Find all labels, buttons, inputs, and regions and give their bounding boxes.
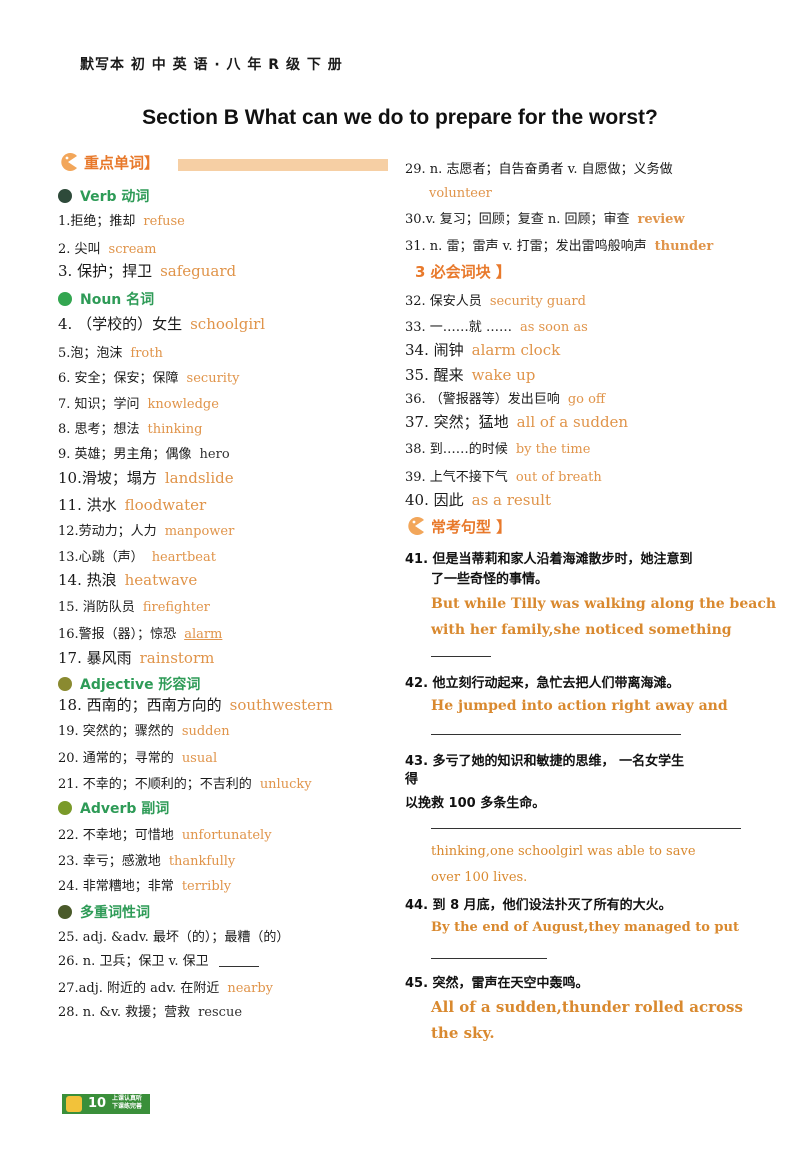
- word-row: 23. 幸亏；感激地 thankfully: [58, 854, 236, 869]
- word-row: 10.滑坡；塌方 landslide: [58, 469, 234, 487]
- word-row: 5.泡；泡沫 froth: [58, 346, 163, 361]
- sentence-answer: with her family,she noticed something: [431, 622, 732, 638]
- word-row: 29. n. 志愿者；自告奋勇者 v. 自愿做；义务做: [405, 162, 673, 177]
- blank-line: [431, 828, 741, 829]
- sentence-answer: the sky.: [431, 1024, 495, 1042]
- word-row: 2. 尖叫 scream: [58, 242, 157, 257]
- category-adjective: Adjective 形容词: [58, 674, 200, 694]
- word-row: 22. 不幸地；可惜地 unfortunately: [58, 828, 272, 843]
- word-row: 8. 思考；想法 thinking: [58, 422, 203, 437]
- sentence-question-cont: 以挽救 100 多条生命。: [405, 796, 546, 811]
- bullet-icon: [58, 801, 72, 815]
- word-row: 4. （学校的）女生 schoolgirl: [58, 315, 266, 333]
- pacman-icon: [405, 517, 425, 535]
- phrase-row: 36. （警报器等）发出巨响 go off: [405, 392, 606, 407]
- word-row: 17. 暴风雨 rainstorm: [58, 649, 215, 667]
- word-row: 21. 不幸的；不顺利的；不吉利的 unlucky: [58, 777, 312, 792]
- word-row: 9. 英雄；男主角；偶像 hero: [58, 447, 230, 462]
- word-row: 1.拒绝；推却 refuse: [58, 214, 185, 229]
- phrase-row: 39. 上气不接下气 out of breath: [405, 470, 602, 485]
- sentence-question: 44. 到 8 月底，他们设法扑灭了所有的大火。: [405, 898, 672, 913]
- section-bar: [178, 159, 388, 171]
- category-adverb: Adverb 副词: [58, 798, 169, 818]
- word-row: 30.v. 复习；回顾；复查 n. 回顾；审查 review: [405, 212, 685, 227]
- word-row: volunteer: [429, 186, 492, 201]
- bullet-icon: [58, 292, 72, 306]
- sentence-question: 45. 突然，雷声在天空中轰鸣。: [405, 976, 589, 991]
- blank-line: [218, 966, 259, 967]
- phrase-row: 35. 醒来 wake up: [405, 366, 536, 384]
- section-sentences: 常考句型 】: [405, 516, 511, 537]
- sentence-question: 42. 他立刻行动起来，急忙去把人们带离海滩。: [405, 676, 680, 691]
- bullet-icon: [58, 189, 72, 203]
- book-header: 默写本 初 中 英 语 · 八 年 R 级 下 册: [80, 57, 343, 73]
- section-key-words: 重点单词】: [58, 152, 388, 173]
- phrase-row: 32. 保安人员 security guard: [405, 294, 586, 309]
- footer-caption: 上课认真听 下课练完善: [112, 1095, 143, 1110]
- word-row: 26. n. 卫兵；保卫 v. 保卫: [58, 950, 259, 969]
- blank-line: [431, 958, 547, 959]
- sentence-answer: But while Tilly was walking along the be…: [431, 596, 777, 612]
- phrase-row: 40. 因此 as a result: [405, 491, 551, 509]
- word-row: 13.心跳（声） heartbeat: [58, 550, 216, 565]
- bullet-icon: [58, 905, 72, 919]
- phrase-row: 34. 闹钟 alarm clock: [405, 341, 561, 359]
- word-row: 12.劳动力；人力 manpower: [58, 524, 235, 539]
- sentence-question-cont: 了一些奇怪的事情。: [431, 572, 549, 587]
- sentence-question-cont: 得: [405, 772, 419, 787]
- sentence-answer: All of a sudden,thunder rolled across: [431, 998, 743, 1016]
- phrase-row: 37. 突然；猛地 all of a sudden: [405, 413, 629, 431]
- word-row: 18. 西南的；西南方向的 southwestern: [58, 696, 333, 714]
- category-verb: Verb 动词: [58, 186, 149, 206]
- phrase-row: 33. 一……就 …… as soon as: [405, 320, 588, 335]
- category-multi: 多重词性词: [58, 902, 150, 922]
- sentence-question: 41. 但是当蒂莉和家人沿着海滩散步时，她注意到: [405, 552, 693, 567]
- word-row: 19. 突然的；骤然的 sudden: [58, 724, 230, 739]
- word-row: 15. 消防队员 firefighter: [58, 600, 210, 615]
- sentence-answer: over 100 lives.: [431, 870, 528, 885]
- word-row: 7. 知识；学问 knowledge: [58, 397, 219, 412]
- page-number: 10: [88, 1096, 107, 1111]
- book-icon: [66, 1096, 82, 1112]
- word-row: 25. adj. &adv. 最坏（的）；最糟（的）: [58, 930, 290, 945]
- blank-line: [431, 656, 491, 657]
- word-row: 27.adj. 附近的 adv. 在附近 nearby: [58, 981, 274, 996]
- blank-line: [431, 734, 681, 735]
- sentence-answer: By the end of August,they managed to put: [431, 920, 739, 935]
- page-title: Section B What can we do to prepare for …: [142, 106, 658, 129]
- word-row: 31. n. 雷；雷声 v. 打雷；发出雷鸣般响声 thunder: [405, 239, 714, 254]
- section-phrases: 3 必会词块 】: [415, 263, 511, 281]
- word-row: 20. 通常的；寻常的 usual: [58, 751, 218, 766]
- word-row: 3. 保护；捍卫 safeguard: [58, 262, 237, 280]
- bullet-icon: [58, 677, 72, 691]
- phrase-row: 38. 到……的时候 by the time: [405, 442, 591, 457]
- word-row: 11. 洪水 floodwater: [58, 496, 207, 514]
- page-footer-badge: 10 上课认真听 下课练完善: [62, 1094, 150, 1114]
- pacman-icon: [58, 153, 78, 171]
- sentence-answer: thinking,one schoolgirl was able to save: [431, 844, 696, 859]
- sentence-answer: He jumped into action right away and: [431, 698, 728, 714]
- sentence-question: 43. 多亏了她的知识和敏捷的思维， 一名女学生: [405, 754, 685, 769]
- word-row: 6. 安全；保安；保障 security: [58, 371, 240, 386]
- word-row: 16.警报（器）；惊恐 alarm: [58, 627, 223, 642]
- word-row: 28. n. &v. 救援；营救 rescue: [58, 1005, 243, 1020]
- category-noun: Noun 名词: [58, 289, 154, 309]
- word-row: 14. 热浪 heatwave: [58, 571, 198, 589]
- word-row: 24. 非常糟地；非常 terribly: [58, 879, 232, 894]
